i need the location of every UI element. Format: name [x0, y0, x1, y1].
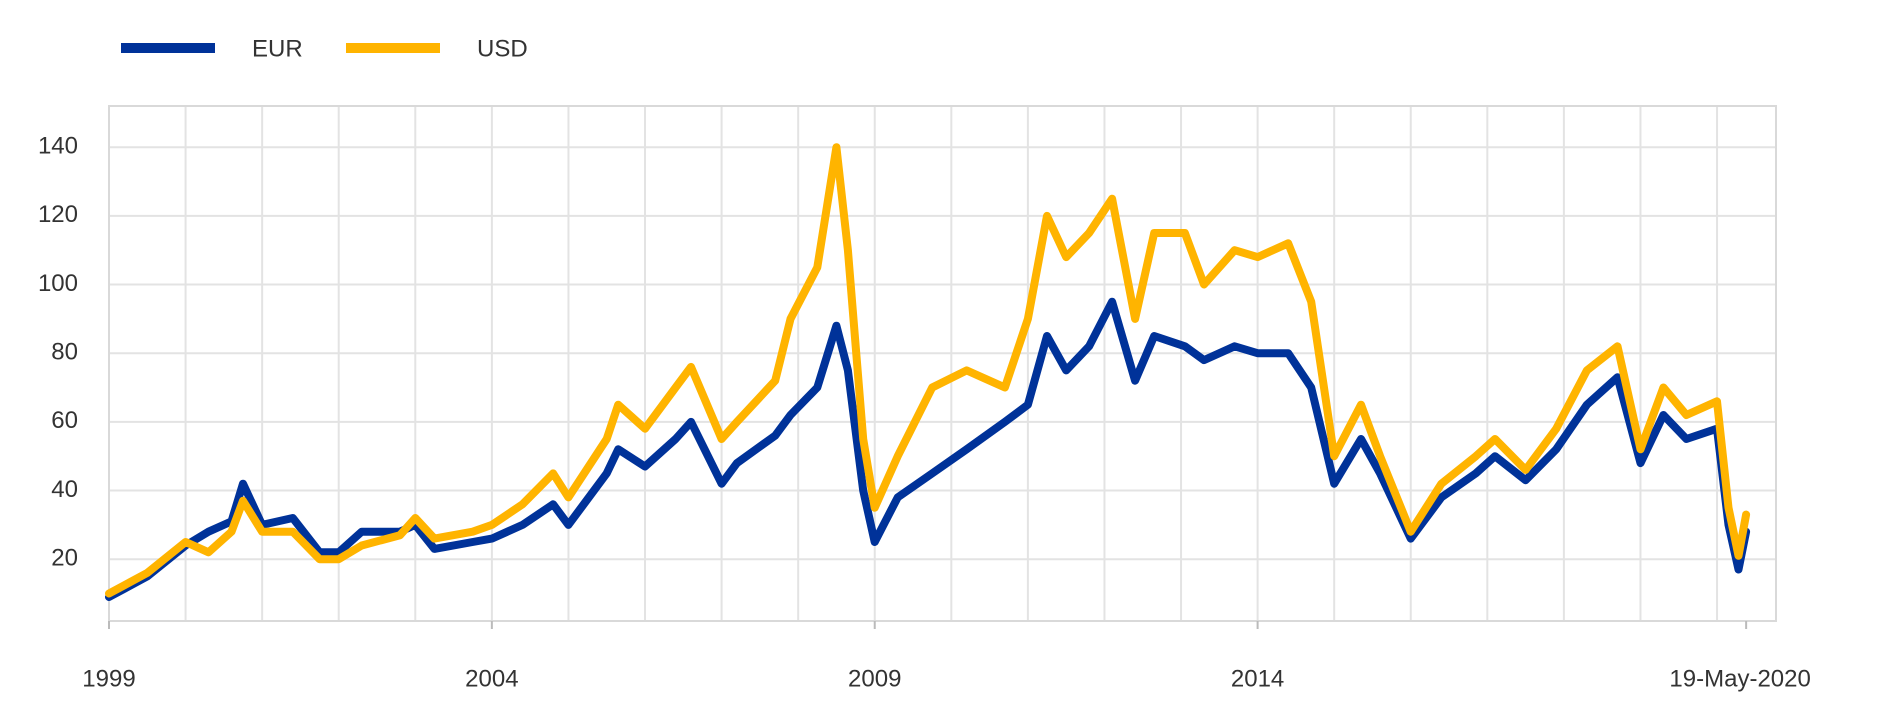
legend-label: EUR	[252, 35, 303, 62]
y-tick-label: 60	[51, 407, 78, 434]
legend-label: USD	[477, 35, 528, 62]
y-tick-label: 140	[38, 133, 78, 160]
x-tick-label: 2014	[1231, 665, 1284, 692]
y-tick-label: 20	[51, 545, 78, 572]
plot-frame	[108, 105, 1777, 622]
x-tick-label: 2009	[848, 665, 901, 692]
y-tick-label: 80	[51, 339, 78, 366]
x-tick-label: 2004	[465, 665, 518, 692]
y-tick-label: 120	[38, 201, 78, 228]
y-tick-label: 40	[51, 476, 78, 503]
x-tick-label: 19-May-2020	[1669, 665, 1810, 692]
line-series	[105, 143, 1751, 598]
y-tick-label: 100	[38, 270, 78, 297]
x-tick-label: 1999	[82, 665, 135, 692]
